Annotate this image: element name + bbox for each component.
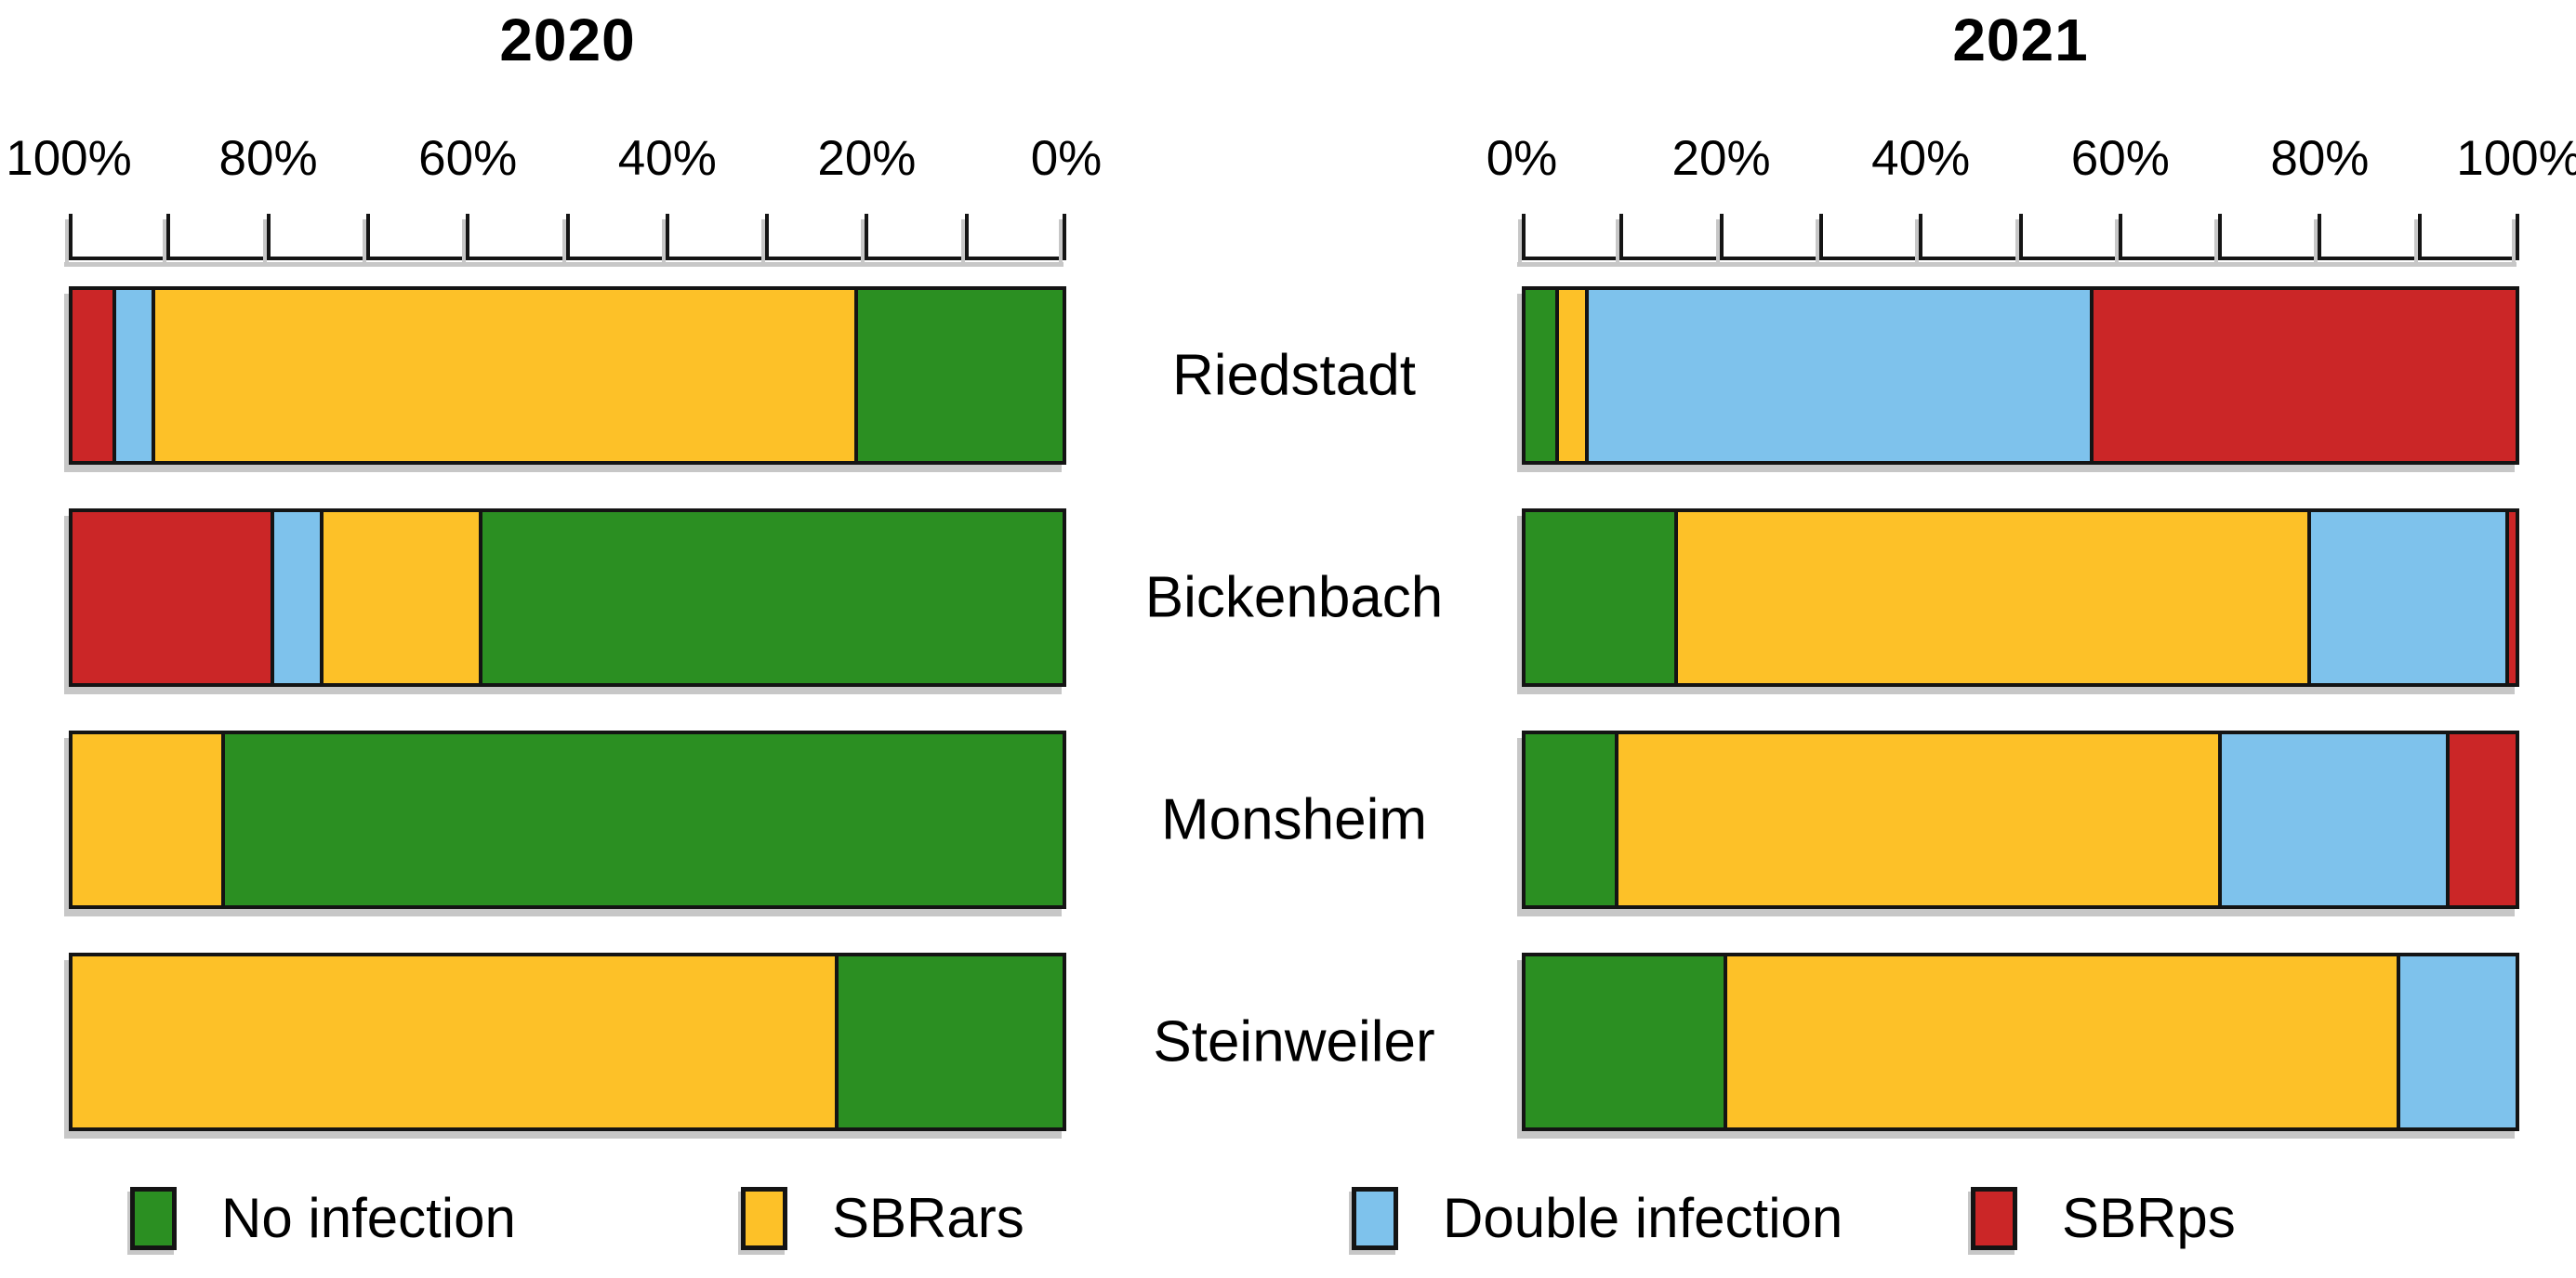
axis-tick-label: 0% — [1030, 131, 1103, 186]
axis-tick — [166, 214, 171, 257]
bar-steinweiler-2020 — [69, 953, 1066, 1131]
axis-labels-2020: 100% 80% 60% 40% 20% 0% — [6, 130, 1102, 186]
segment-no-infection — [835, 956, 1063, 1127]
axis-tick-label: 80% — [2270, 131, 2370, 186]
axis-tick — [765, 214, 770, 257]
panel-title-2021: 2021 — [1952, 7, 2089, 73]
green-swatch — [130, 1186, 177, 1250]
axis-tick — [1818, 214, 1823, 257]
segment-no-infection — [1526, 512, 1674, 683]
segment-sbrars — [73, 956, 836, 1127]
axis-tick-label: 60% — [2070, 131, 2170, 186]
bar-riedstadt-2020 — [69, 286, 1066, 465]
axis-tick — [565, 214, 570, 257]
bar-monsheim-2021 — [1522, 731, 2519, 909]
axis-tick-label: 80% — [218, 131, 318, 186]
legend-item-no-infection: No infection — [130, 1186, 516, 1250]
segment-double-infection — [112, 290, 152, 461]
axis-tick — [2318, 214, 2322, 257]
bar-bickenbach-2021 — [1522, 508, 2519, 687]
panel-2021: 2021 0% 20% 40% 60% 80% 100% — [1486, 0, 2576, 1143]
segment-double-infection — [271, 512, 321, 683]
legend-item-sbrps: SBRps — [1971, 1186, 2236, 1250]
axis-tick — [2516, 214, 2519, 257]
segment-sbrps — [73, 512, 271, 683]
axis-tick — [466, 214, 470, 257]
segment-sbrps — [2505, 512, 2516, 683]
segment-sbrars — [1724, 956, 2398, 1127]
segment-double-infection — [1584, 290, 2091, 461]
axis-tick — [865, 214, 869, 257]
axis-tick-label: 40% — [1871, 131, 1971, 186]
axis-labels-2021: 0% 20% 40% 60% 80% 100% — [1486, 130, 2576, 186]
segment-sbrars — [73, 734, 221, 905]
bar-riedstadt-2021 — [1522, 286, 2519, 465]
segment-double-infection — [2218, 734, 2447, 905]
axis-ruler-2021 — [1517, 214, 2519, 267]
axis-tick-label: 20% — [817, 131, 917, 186]
legend-label: No infection — [221, 1187, 516, 1249]
axis-tick — [1063, 214, 1066, 257]
axis-tick — [1522, 214, 1526, 257]
category-label-bickenbach: Bickenbach — [1144, 565, 1444, 630]
segment-double-infection — [2307, 512, 2506, 683]
axis-tick — [665, 214, 669, 257]
segment-sbrps — [2090, 290, 2516, 461]
axis-tick-label: 100% — [2456, 131, 2576, 186]
legend-label: SBRars — [832, 1187, 1024, 1249]
category-label-monsheim: Monsheim — [1161, 787, 1427, 852]
axis-tick-label: 60% — [418, 131, 518, 186]
axis-tick-label: 0% — [1486, 131, 1558, 186]
segment-sbrars — [152, 290, 855, 461]
legend-label: SBRps — [2062, 1187, 2236, 1249]
axis-tick — [2118, 214, 2122, 257]
axis-ruler-2020 — [64, 214, 1066, 267]
legend-label: Double infection — [1443, 1187, 1843, 1249]
axis-tick — [365, 214, 370, 257]
segment-double-infection — [2397, 956, 2516, 1127]
segment-no-infection — [854, 290, 1063, 461]
legend-item-sbrars: SBRars — [741, 1186, 1024, 1250]
category-labels: Riedstadt Bickenbach Monsheim Steinweiler — [1066, 0, 1522, 1143]
legend: No infection SBRars Double infection SBRps — [0, 1173, 2576, 1275]
axis-tick-label: 20% — [1671, 131, 1771, 186]
segment-sbrps — [73, 290, 112, 461]
bars-2020 — [69, 0, 1066, 1143]
legend-item-double-infection: Double infection — [1352, 1186, 1843, 1250]
segment-no-infection — [1526, 956, 1724, 1127]
bar-monsheim-2020 — [69, 731, 1066, 909]
segment-sbrars — [1614, 734, 2219, 905]
bar-steinweiler-2021 — [1522, 953, 2519, 1131]
axis-tick — [1919, 214, 1923, 257]
axis-tick — [266, 214, 271, 257]
segment-no-infection — [1526, 290, 1555, 461]
panel-2020: 2020 100% 80% 60% 40% 20% 0% — [6, 0, 1102, 1143]
bars-2021 — [1522, 0, 2519, 1143]
axis-tick-label: 100% — [6, 131, 132, 186]
axis-tick — [964, 214, 969, 257]
segment-sbrars — [320, 512, 479, 683]
category-label-riedstadt: Riedstadt — [1172, 343, 1416, 408]
segment-no-infection — [220, 734, 1063, 905]
segment-no-infection — [478, 512, 1063, 683]
axis-tick — [69, 214, 73, 257]
axis-tick — [1619, 214, 1624, 257]
category-label-steinweiler: Steinweiler — [1153, 1009, 1435, 1074]
segment-sbrars — [1554, 290, 1585, 461]
bar-bickenbach-2020 — [69, 508, 1066, 687]
segment-sbrars — [1673, 512, 2308, 683]
axis-tick — [2417, 214, 2422, 257]
axis-tick — [1719, 214, 1724, 257]
red-swatch — [1971, 1186, 2017, 1250]
segment-sbrps — [2446, 734, 2516, 905]
axis-tick-label: 40% — [617, 131, 717, 186]
blue-swatch — [1352, 1186, 1398, 1250]
axis-tick — [2218, 214, 2223, 257]
yellow-swatch — [741, 1186, 787, 1250]
panel-title-2020: 2020 — [499, 7, 636, 73]
segment-no-infection — [1526, 734, 1615, 905]
axis-tick — [2018, 214, 2023, 257]
